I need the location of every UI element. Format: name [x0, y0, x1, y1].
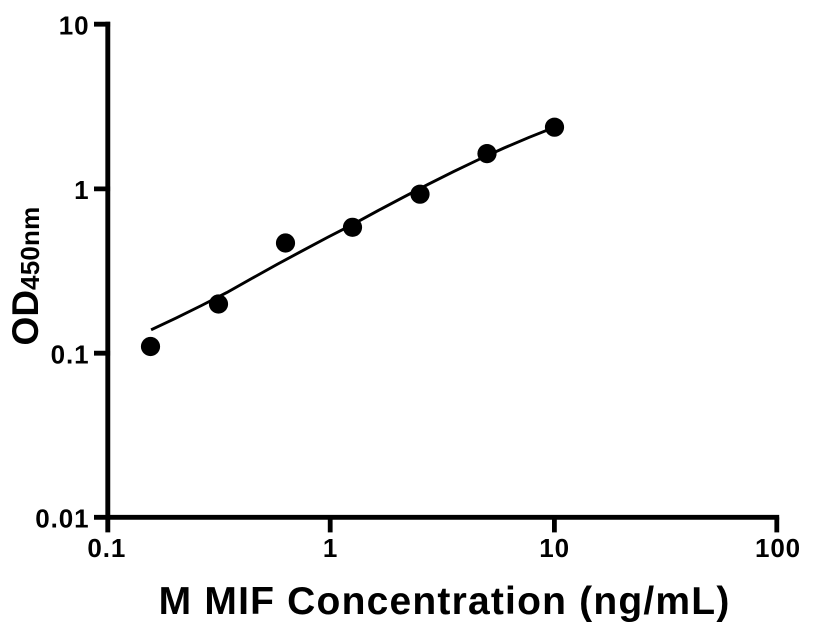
svg-text:1: 1 — [323, 533, 338, 563]
svg-text:10: 10 — [539, 533, 570, 563]
svg-text:10: 10 — [59, 10, 90, 40]
svg-text:OD450nm: OD450nm — [5, 207, 46, 346]
svg-text:1: 1 — [74, 175, 89, 205]
svg-text:100: 100 — [755, 533, 801, 563]
svg-text:0.1: 0.1 — [87, 533, 126, 563]
svg-text:0.1: 0.1 — [51, 339, 90, 369]
svg-text:0.01: 0.01 — [35, 503, 89, 533]
svg-text:M MIF Concentration (ng/mL): M MIF Concentration (ng/mL) — [159, 580, 731, 623]
